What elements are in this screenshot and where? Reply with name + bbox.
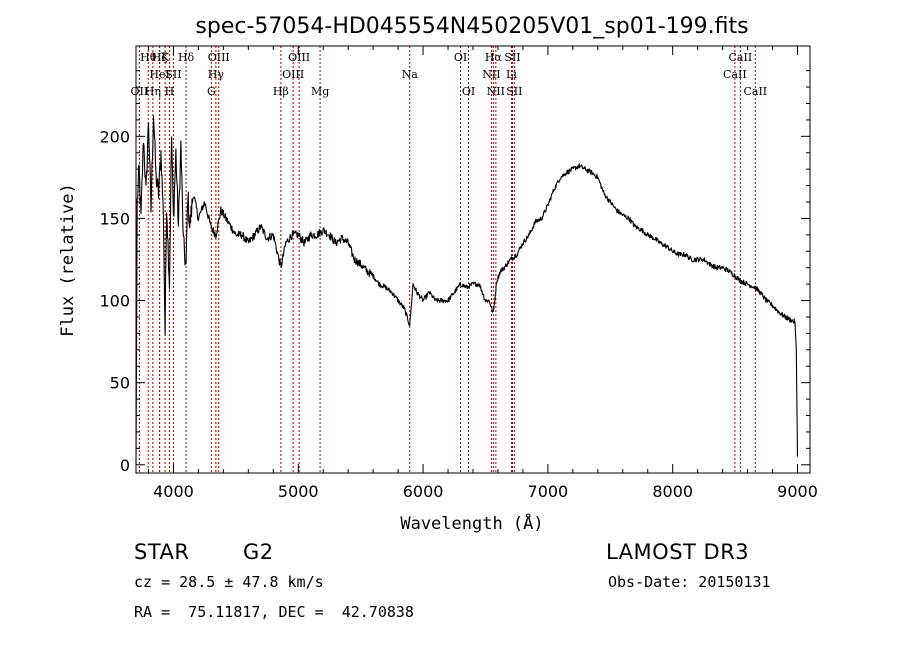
marker-label-2: Hη	[145, 85, 161, 98]
x-tick-label-2: 6000	[403, 482, 444, 501]
y-tick-label-0: 0	[120, 456, 130, 475]
survey-name: LAMOST DR3	[606, 540, 750, 564]
marker-label-1: Hθ	[140, 51, 157, 64]
x-tick-label-0: 4000	[153, 482, 194, 501]
spectral-line-labels: OII Hθ Hη Hζ HeI K H SII Hδ G Hγ OIII Hβ OIII OIII Mg Na…	[131, 51, 768, 98]
marker-label-13: OIII	[282, 68, 304, 81]
y-axis-label: Flux (relative)	[58, 183, 78, 337]
plot-frame	[135, 45, 811, 474]
y-axis: 0 50 100 150 200	[99, 70, 810, 475]
marker-label-3: Hζ	[152, 51, 168, 64]
x-axis-label: Wavelength (Å)	[400, 512, 543, 534]
marker-label-11: OIII	[208, 51, 230, 64]
observation-date: Obs-Date: 20150131	[608, 573, 771, 591]
marker-label-0: OII	[131, 85, 149, 98]
x-tick-label-5: 9000	[777, 482, 818, 501]
marker-label-21: NII	[487, 85, 505, 98]
object-subclass: G2	[243, 540, 274, 564]
marker-label-24: SII	[506, 85, 522, 98]
spectral-line-markers	[138, 46, 756, 473]
marker-label-16: Na	[402, 68, 419, 81]
y-tick-label-2: 100	[99, 292, 130, 311]
redshift-readout: cz = 28.5 ± 47.8 km/s	[134, 573, 324, 591]
marker-label-26: CaII	[729, 51, 753, 64]
marker-label-23: SII	[504, 51, 520, 64]
marker-label-5: K	[161, 51, 170, 64]
object-class: STAR	[134, 540, 190, 564]
marker-label-12: Hβ	[273, 85, 289, 98]
y-tick-label-1: 50	[110, 374, 130, 393]
marker-label-17: OI	[454, 51, 467, 64]
x-tick-label-4: 8000	[652, 482, 693, 501]
y-tick-label-4: 200	[99, 127, 130, 146]
x-axis: 4000 5000 6000 7000 8000 9000	[147, 46, 818, 501]
spectrum-series-line	[135, 115, 799, 465]
marker-label-15: Mg	[311, 85, 329, 98]
marker-label-19: NII	[482, 68, 500, 81]
y-tick-label-3: 150	[99, 209, 130, 228]
x-tick-label-1: 5000	[278, 482, 319, 501]
chart-title: spec-57054-HD045554N450205V01_sp01-199.f…	[195, 14, 748, 39]
marker-label-4: HeI	[149, 68, 169, 81]
marker-label-22: Li	[506, 68, 517, 81]
marker-label-25: CaII	[723, 68, 747, 81]
marker-label-18: OI	[462, 85, 475, 98]
marker-label-14: OIII	[288, 51, 310, 64]
x-tick-label-3: 7000	[528, 482, 569, 501]
coordinates-readout: RA = 75.11817, DEC = 42.70838	[134, 603, 414, 621]
marker-label-6: H	[165, 85, 175, 98]
marker-label-8: Hδ	[178, 51, 195, 64]
marker-label-7: SII	[165, 68, 181, 81]
marker-label-10: Hγ	[208, 68, 225, 81]
marker-label-20: Hα	[485, 51, 503, 64]
marker-label-9: G	[207, 85, 216, 98]
marker-label-27: CaII	[743, 85, 767, 98]
